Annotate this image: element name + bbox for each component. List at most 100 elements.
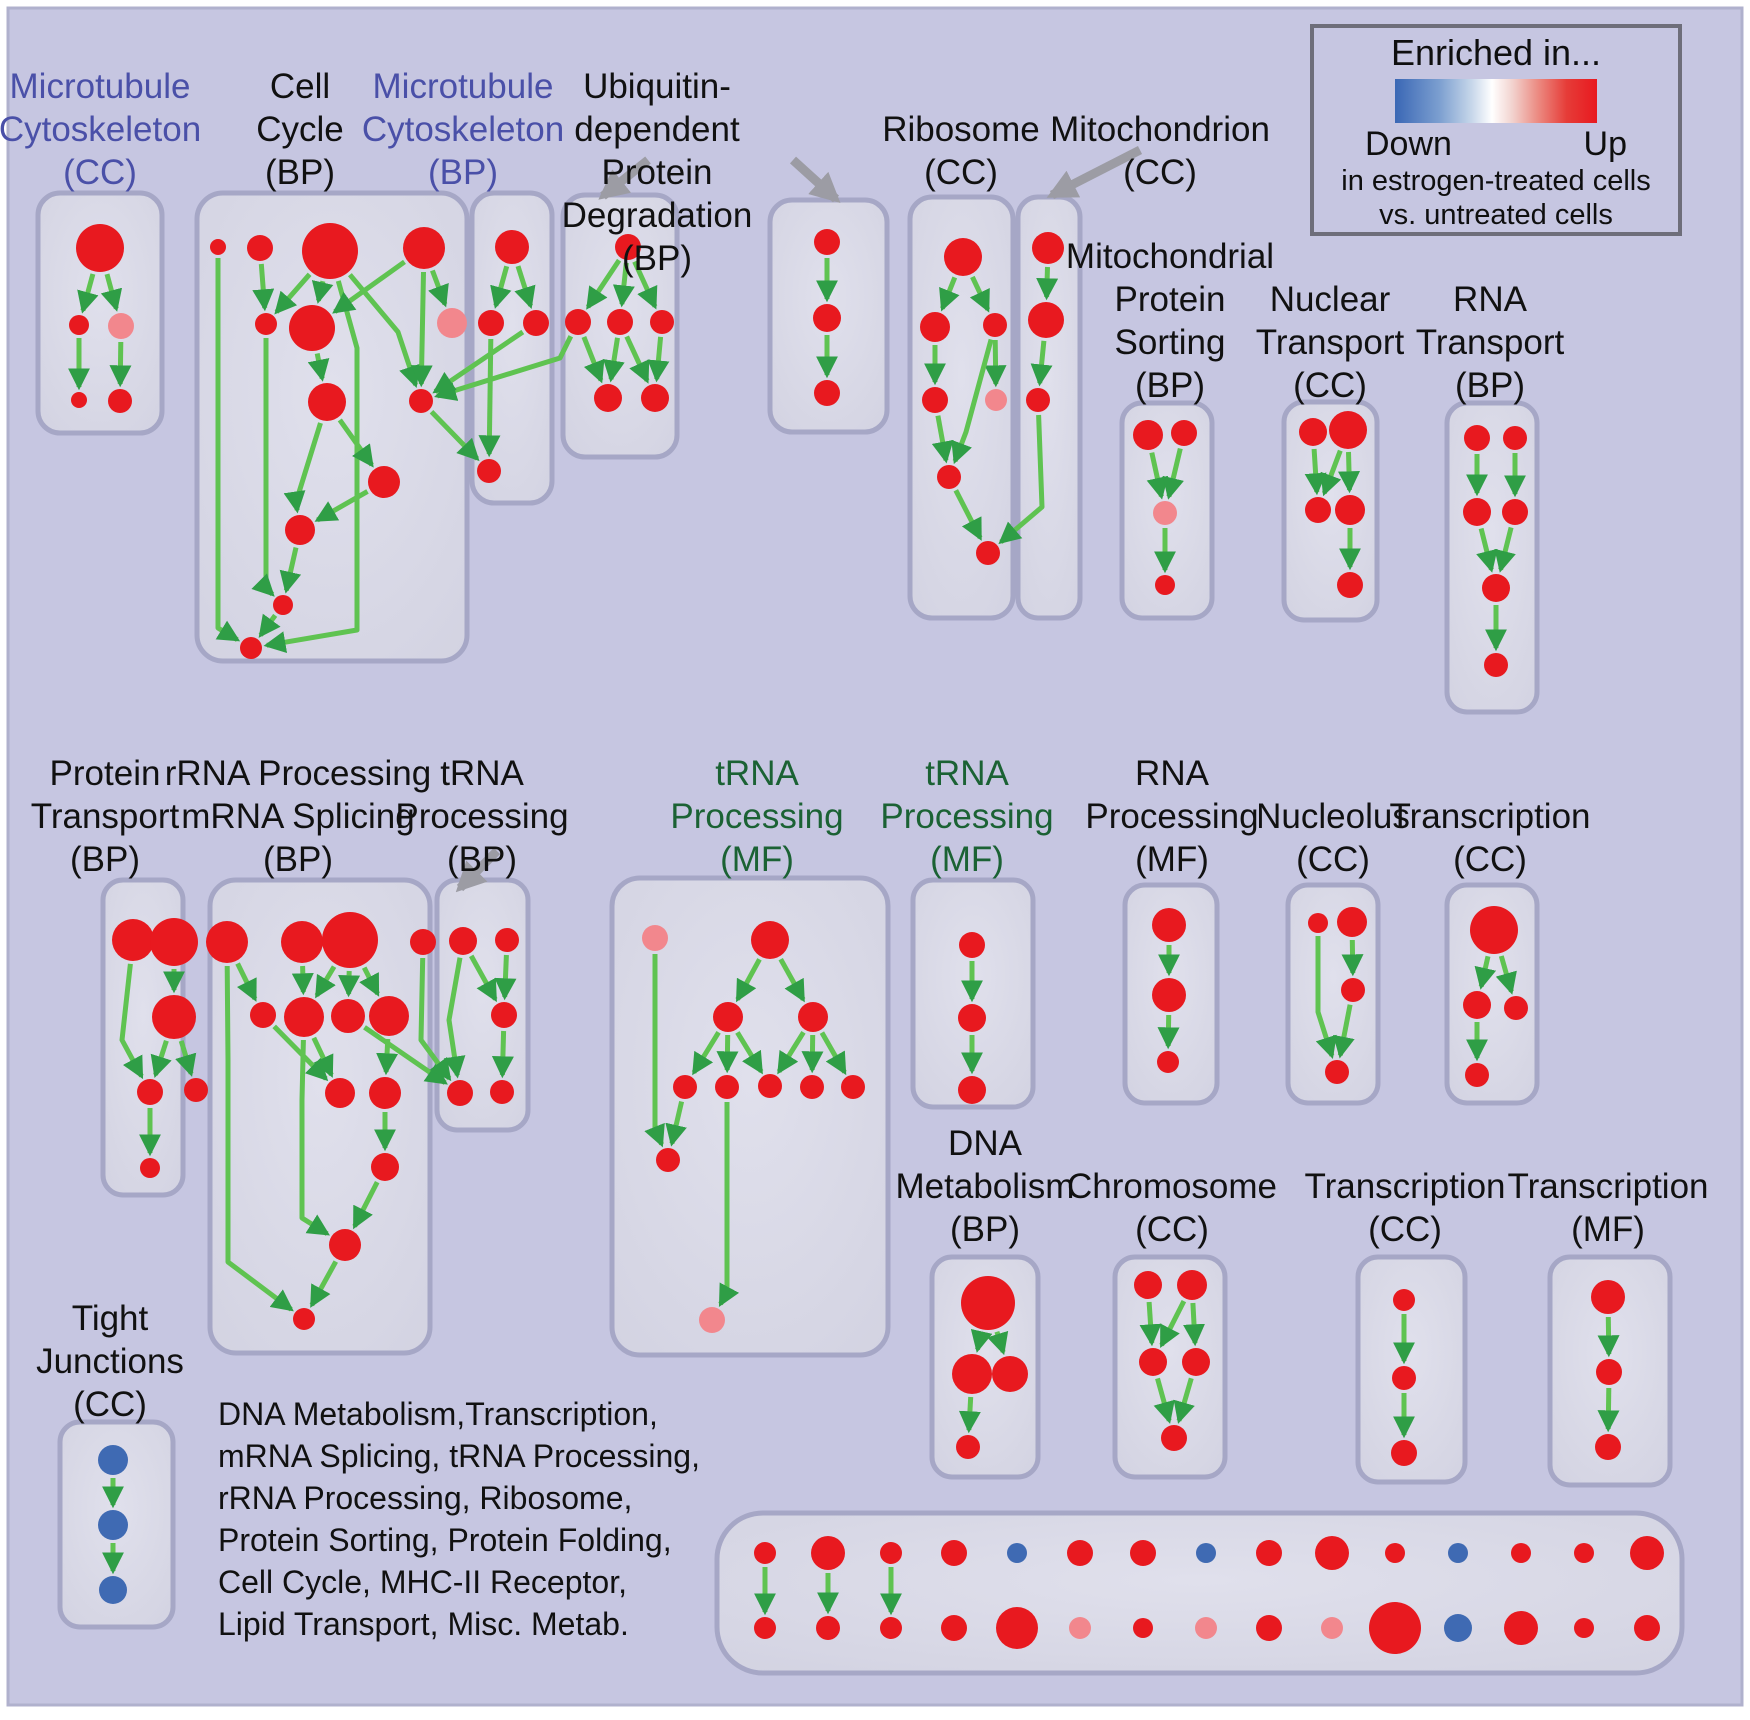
go-term-node — [1032, 232, 1064, 264]
go-term-node — [1385, 1543, 1405, 1563]
edge-arrow — [931, 415, 954, 464]
go-term-node — [329, 1229, 361, 1261]
go-term-node — [1182, 1348, 1210, 1376]
category-label-trna_bp_label: tRNA Processing (BP) — [395, 754, 568, 879]
go-term-node — [1337, 907, 1367, 937]
edge-arrow — [1036, 266, 1059, 301]
go-term-node — [1630, 1536, 1664, 1570]
edge-arrow — [283, 422, 323, 514]
go-term-node — [1595, 1434, 1621, 1460]
edge-arrow — [307, 353, 330, 382]
edge-arrow — [958, 1396, 981, 1434]
go-term-node — [108, 389, 132, 413]
edge-arrow — [337, 418, 374, 468]
go-term-node — [447, 1080, 473, 1106]
go-term-node — [816, 1616, 840, 1640]
edge-arrow — [119, 963, 144, 1080]
legend-subtitle-line1: in estrogen-treated cells — [1341, 164, 1651, 197]
go-term-node — [958, 1004, 986, 1032]
go-term-node — [607, 309, 633, 335]
go-term-node — [285, 515, 315, 545]
go-term-node — [1484, 653, 1508, 677]
edge-arrow — [311, 280, 334, 304]
edge-arrow — [716, 1034, 739, 1074]
edge-arrow — [735, 958, 762, 1003]
label-pointer-arrow — [1046, 145, 1143, 200]
go-term-node — [210, 239, 226, 255]
edge-arrow — [274, 272, 312, 315]
category-label-trna_mf2_label: tRNA Processing (MF) — [880, 754, 1053, 879]
go-term-node — [108, 313, 134, 339]
edge-arrow — [939, 276, 960, 312]
edge-arrow — [969, 275, 991, 313]
edge-arrow — [801, 1034, 824, 1074]
edge-arrow — [338, 970, 361, 998]
category-label-tran_cc2_label: Transcription (CC) — [1305, 1167, 1506, 1249]
category-box-trna_mf1 — [609, 875, 891, 1358]
go-term-node — [1596, 1359, 1622, 1385]
edge-arrow — [776, 1030, 806, 1075]
go-term-node — [284, 997, 324, 1037]
legend-up-label: Up — [1583, 124, 1627, 163]
edge-arrow — [77, 273, 99, 314]
go-term-node — [1155, 575, 1175, 595]
go-term-node — [1482, 574, 1510, 602]
go-term-node — [184, 1078, 208, 1102]
edge-arrow — [1495, 955, 1517, 995]
go-term-node — [322, 912, 378, 968]
go-term-node — [1591, 1280, 1625, 1314]
go-term-node — [1171, 420, 1197, 446]
go-term-node — [369, 996, 409, 1036]
go-term-node — [1321, 1617, 1343, 1639]
edge-arrow — [970, 1328, 993, 1353]
go-term-node — [941, 1615, 967, 1641]
go-term-node — [495, 928, 519, 952]
edge-arrow — [1162, 448, 1184, 500]
go-term-node — [449, 927, 477, 955]
go-term-node — [273, 595, 293, 615]
go-term-node — [1393, 1289, 1415, 1311]
category-label-rrna_label: rRNA Processing mRNA Splicing (BP) — [165, 754, 431, 879]
category-label-cell_cycle_label: Cell Cycle (BP) — [256, 67, 344, 192]
go-term-node — [369, 1077, 401, 1109]
go-term-node — [880, 1617, 902, 1639]
go-term-node — [247, 235, 273, 261]
go-term-node — [1337, 572, 1363, 598]
go-term-node — [699, 1307, 725, 1333]
label-pointer-arrow — [598, 156, 651, 200]
go-term-node — [1256, 1540, 1282, 1566]
edge-arrow — [1597, 1387, 1620, 1433]
go-term-node — [1329, 411, 1367, 449]
go-term-node — [240, 637, 262, 659]
go-term-node — [1308, 913, 1328, 933]
category-box-misc — [714, 1510, 1685, 1676]
category-label-trna_mf1_label: tRNA Processing (MF) — [670, 754, 843, 879]
go-term-node — [495, 230, 529, 264]
category-box-chrom — [1112, 1254, 1228, 1480]
go-term-node — [1305, 497, 1331, 523]
go-term-node — [1157, 1051, 1179, 1073]
go-term-node — [841, 1075, 865, 1099]
go-term-node — [1574, 1543, 1594, 1563]
edge-arrow — [718, 1102, 740, 1308]
category-label-mt_cc_label: Microtubule Cytoskeleton (CC) — [0, 67, 201, 192]
edge-arrow — [1153, 1377, 1175, 1424]
go-term-node — [1325, 1060, 1349, 1084]
go-term-node — [1503, 426, 1527, 450]
go-term-node — [491, 1002, 517, 1028]
go-term-node — [615, 234, 641, 260]
edge-arrow — [624, 335, 650, 384]
misc-categories-text: DNA Metabolism,Transcription, mRNA Splici… — [218, 1396, 700, 1642]
go-term-node — [1511, 1543, 1531, 1563]
edge-arrow — [469, 954, 498, 1003]
edge-arrow — [1338, 451, 1361, 494]
go-term-node — [1504, 996, 1528, 1020]
label-pointer-arrow — [455, 847, 501, 893]
edge-arrow — [352, 1180, 380, 1230]
label-pointer-arrow — [789, 156, 841, 204]
go-term-node — [137, 1079, 163, 1105]
go-term-node — [713, 1002, 743, 1032]
go-term-node — [650, 310, 674, 334]
go-term-node — [403, 227, 445, 269]
